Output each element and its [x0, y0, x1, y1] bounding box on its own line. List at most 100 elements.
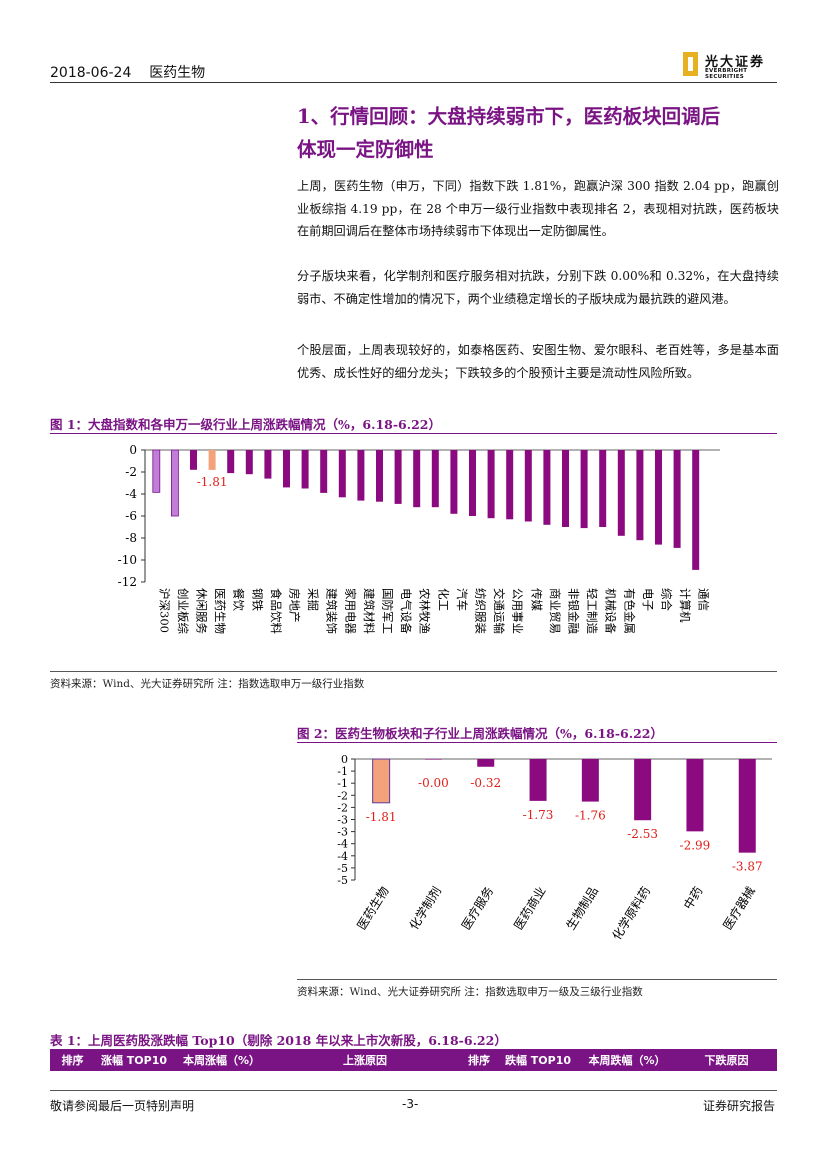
- bar: [431, 450, 439, 508]
- table1-header-cell: 排序: [460, 1049, 498, 1071]
- data-label: -1.76: [575, 809, 606, 823]
- x-tick-label: 通信: [697, 588, 711, 611]
- report-sector: 医药生物: [149, 65, 206, 81]
- x-tick-label: 机械设备: [604, 588, 618, 634]
- x-tick-label: 轻工制造: [585, 588, 599, 634]
- bar: [338, 450, 346, 498]
- data-label: -2.99: [680, 838, 711, 852]
- y-tick-label: -4: [337, 850, 348, 863]
- y-tick-label: -5: [337, 862, 348, 875]
- y-tick-label: -5: [337, 874, 348, 887]
- data-label: -2.53: [627, 827, 658, 841]
- page-number: -3-: [402, 1097, 419, 1111]
- bar: [372, 758, 391, 804]
- y-tick-label: -1: [337, 777, 348, 790]
- paragraph-1: 上周，医药生物（申万，下同）指数下跌 1.81%，跑赢沪深 300 指数 2.0…: [297, 179, 779, 238]
- figure1-chart: 0 -2 -4 -6 -8 -10 -12 沪深300 创业板综 休闲服务 -1.81 医药生物 餐饮钢…: [118, 443, 720, 634]
- x-tick-label: 沪深300: [157, 588, 171, 633]
- figure2-chart: 0-1-1-2-2-3-3-4-4-5-5-1.81医药生物-0.00化学制剂-…: [337, 753, 772, 942]
- bar: [686, 759, 704, 832]
- bar: [581, 759, 599, 802]
- y-tick-label: -3: [337, 826, 348, 839]
- paragraph-3: 个股层面，上周表现较好的，如泰格医药、安图生物、爱尔眼科、老百姓等，多是基本面优…: [297, 343, 779, 380]
- x-tick-label: 电子: [641, 588, 655, 611]
- bar: [506, 450, 514, 520]
- x-tick-label: 有色金属: [622, 588, 636, 634]
- bar: [529, 759, 547, 801]
- x-tick-label: 电气设备: [399, 588, 413, 634]
- logo-mark-icon: [683, 52, 698, 76]
- bar: [190, 450, 197, 470]
- bar: [580, 450, 588, 529]
- bar: [394, 450, 402, 504]
- bar: [617, 450, 625, 536]
- table1-header-cell: 本周跌幅（%）: [578, 1049, 676, 1071]
- table1: 排序 涨幅 TOP10 本周涨幅（%） 上涨原因 排序 跌幅 TOP10 本周跌…: [50, 1049, 777, 1071]
- bar: [673, 450, 681, 548]
- bar: [376, 450, 383, 502]
- y-tick-label: 0: [129, 443, 137, 457]
- footer-divider: [50, 1090, 777, 1091]
- company-logo: 光大证券 EVERBRIGHT SECURITIES: [683, 52, 779, 80]
- bar: [171, 449, 179, 517]
- x-tick-label: 医疗服务: [458, 884, 496, 933]
- bar: [357, 450, 365, 501]
- table1-header-row: 排序 涨幅 TOP10 本周涨幅（%） 上涨原因 排序 跌幅 TOP10 本周跌…: [50, 1049, 777, 1071]
- y-tick-label: -4: [125, 487, 137, 501]
- x-tick-label: 医药生物: [213, 588, 227, 634]
- bar: [424, 759, 442, 760]
- bar: [469, 450, 476, 516]
- y-tick-label: 0: [341, 753, 348, 766]
- footer-disclaimer: 敬请参阅最后一页特别声明: [50, 1099, 195, 1113]
- logo-en-text: EVERBRIGHT SECURITIES: [705, 68, 748, 80]
- figure1-source: 资料来源：Wind、光大证券研究所 注：指数选取申万一级行业指数: [50, 678, 365, 690]
- x-tick-label: 非银金融: [567, 588, 581, 634]
- y-tick-label: -2: [337, 801, 348, 814]
- y-tick-label: -8: [125, 531, 137, 545]
- report-header: 2018-06-24 医药生物: [50, 62, 205, 82]
- x-tick-label: 建筑材料: [362, 588, 376, 634]
- table1-header-cell: 本周涨幅（%）: [173, 1049, 270, 1071]
- x-tick-label: 创业板综: [176, 588, 190, 634]
- table1-header-cell: 涨幅 TOP10: [95, 1049, 173, 1071]
- bar: [283, 450, 290, 488]
- section-title-line1: 1、行情回顾：大盘持续弱市下，医药板块回调后: [297, 105, 721, 128]
- bar: [599, 450, 607, 527]
- x-tick-label: 食品饮料: [269, 588, 283, 634]
- figure1-top-rule: [50, 433, 777, 434]
- section-title: 1、行情回顾：大盘持续弱市下，医药板块回调后 体现一定防御性: [297, 100, 787, 166]
- data-label: -1.81: [197, 475, 228, 489]
- table1-title: 表 1：上周医药股涨跌幅 Top10（剔除 2018 年以来上市次新股，6.18…: [50, 1033, 507, 1048]
- x-tick-label: 餐饮: [232, 588, 246, 611]
- x-tick-label: 医疗器械: [720, 884, 758, 933]
- paragraph-2: 分子版块来看，化学制剂和医疗服务相对抗跌，分别下跌 0.00%和 0.32%，在…: [297, 269, 779, 306]
- y-tick-label: -3: [337, 814, 348, 827]
- figure2-bottom-rule: [297, 979, 777, 980]
- bar: [477, 759, 495, 767]
- bar: [450, 450, 458, 514]
- data-label: -0.32: [470, 776, 501, 790]
- data-label: -1.81: [366, 810, 397, 824]
- bar: [524, 450, 532, 522]
- bar: [320, 450, 328, 493]
- y-tick-label: -2: [125, 465, 137, 479]
- bar: [152, 449, 161, 493]
- x-tick-label: 房地产: [288, 588, 302, 623]
- bar: [487, 450, 495, 519]
- x-tick-label: 生物制品: [564, 884, 601, 932]
- x-tick-label: 采掘: [306, 588, 320, 611]
- x-tick-label: 化工: [436, 588, 450, 611]
- footer-report-type: 证券研究报告: [703, 1099, 776, 1113]
- data-label: -3.87: [732, 860, 763, 874]
- y-tick-label: -4: [337, 838, 348, 851]
- bar: [634, 759, 652, 821]
- x-tick-label: 家用电器: [343, 588, 357, 634]
- header-divider: [50, 82, 777, 83]
- y-tick-label: -2: [337, 789, 348, 802]
- y-tick-label: -12: [118, 575, 137, 589]
- table1-header-cell: 上涨原因: [270, 1049, 460, 1071]
- bar: [655, 450, 662, 545]
- bar: [301, 450, 309, 489]
- bar: [227, 450, 235, 474]
- logo-cn-text: 光大证券: [705, 55, 766, 70]
